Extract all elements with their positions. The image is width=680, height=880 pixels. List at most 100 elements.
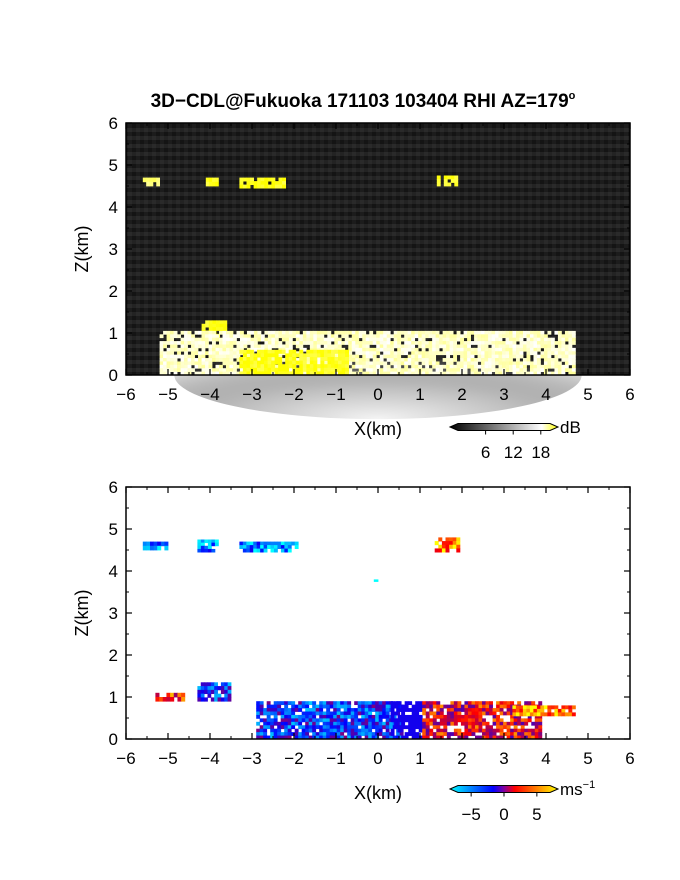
data-pixel bbox=[396, 704, 401, 709]
data-pixel bbox=[531, 728, 536, 733]
data-pixel bbox=[543, 361, 548, 366]
data-pixel bbox=[467, 711, 472, 716]
data-pixel bbox=[554, 705, 559, 710]
data-pixel bbox=[489, 725, 493, 730]
data-pixel bbox=[259, 725, 264, 730]
data-pixel bbox=[482, 732, 486, 736]
data-pixel bbox=[415, 721, 420, 726]
data-pixel bbox=[564, 368, 569, 373]
data-pixel bbox=[470, 358, 475, 362]
data-pixel bbox=[491, 364, 496, 369]
data-pixel bbox=[449, 347, 454, 352]
data-pixel bbox=[330, 344, 335, 349]
data-pixel bbox=[298, 735, 303, 740]
data-pixel bbox=[378, 725, 383, 730]
data-pixel bbox=[257, 344, 262, 349]
data-pixel bbox=[485, 732, 490, 736]
data-pixel bbox=[343, 735, 348, 740]
data-pixel bbox=[301, 704, 306, 709]
data-pixel bbox=[225, 368, 230, 373]
data-pixel bbox=[334, 330, 339, 335]
data-pixel bbox=[236, 371, 241, 376]
data-pixel bbox=[351, 371, 356, 376]
data-pixel bbox=[397, 330, 402, 335]
data-pixel bbox=[550, 347, 555, 352]
data-pixel bbox=[503, 704, 508, 709]
data-pixel bbox=[392, 735, 397, 740]
data-pixel bbox=[407, 354, 412, 359]
data-pixel bbox=[498, 330, 503, 335]
data-pixel bbox=[191, 344, 195, 349]
data-pixel bbox=[281, 344, 286, 349]
data-pixel bbox=[540, 364, 545, 369]
data-pixel bbox=[390, 341, 395, 345]
data-pixel bbox=[205, 358, 209, 362]
data-pixel bbox=[484, 334, 489, 339]
data-pixel bbox=[568, 371, 573, 376]
data-pixel bbox=[376, 361, 381, 366]
data-pixel bbox=[212, 330, 216, 335]
data-pixel bbox=[333, 728, 338, 733]
data-pixel bbox=[246, 357, 251, 361]
data-pixel bbox=[316, 361, 321, 366]
data-pixel bbox=[435, 330, 440, 335]
data-region bbox=[201, 320, 228, 338]
data-pixel bbox=[280, 735, 285, 740]
data-pixel bbox=[464, 732, 469, 736]
data-pixel bbox=[379, 368, 384, 373]
data-pixel bbox=[170, 351, 174, 356]
data-pixel bbox=[513, 714, 518, 719]
data-pixel bbox=[242, 371, 247, 376]
data-pixel bbox=[187, 330, 192, 335]
data-pixel bbox=[287, 725, 292, 730]
x-tick-label: 3 bbox=[499, 385, 508, 404]
data-pixel bbox=[383, 341, 388, 345]
data-pixel bbox=[533, 344, 538, 349]
data-pixel bbox=[547, 708, 552, 713]
data-pixel bbox=[207, 548, 212, 553]
data-pixel bbox=[543, 351, 548, 356]
data-pixel bbox=[364, 708, 369, 712]
data-pixel bbox=[322, 711, 327, 716]
data-pixel bbox=[425, 351, 430, 356]
data-pixel bbox=[285, 367, 290, 372]
data-pixel bbox=[232, 334, 237, 339]
data-pixel bbox=[280, 732, 285, 736]
data-pixel bbox=[467, 721, 472, 726]
data-pixel bbox=[513, 732, 518, 736]
data-pixel bbox=[197, 693, 202, 698]
data-pixel bbox=[159, 358, 164, 362]
data-pixel bbox=[191, 354, 195, 359]
data-pixel bbox=[498, 361, 503, 366]
data-pixel bbox=[316, 368, 321, 373]
y-axis-label: Z(km) bbox=[72, 590, 92, 637]
data-pixel bbox=[312, 718, 317, 723]
data-pixel bbox=[284, 711, 289, 716]
data-pixel bbox=[142, 541, 147, 547]
data-pixel bbox=[280, 725, 285, 730]
data-pixel bbox=[200, 542, 205, 547]
data-pixel bbox=[378, 714, 383, 719]
data-pixel bbox=[397, 714, 402, 719]
data-pixel bbox=[564, 334, 569, 339]
data-pixel bbox=[334, 349, 339, 354]
data-pixel bbox=[364, 718, 369, 723]
data-pixel bbox=[463, 344, 468, 349]
data-pixel bbox=[411, 364, 416, 369]
data-pixel bbox=[315, 732, 320, 736]
data-region bbox=[205, 177, 219, 187]
data-pixel bbox=[509, 347, 513, 352]
data-pixel bbox=[315, 704, 320, 709]
data-pixel bbox=[489, 708, 493, 712]
data-pixel bbox=[187, 341, 192, 345]
data-pixel bbox=[319, 725, 324, 730]
data-pixel bbox=[446, 347, 451, 352]
data-pixel bbox=[341, 360, 346, 365]
data-pixel bbox=[393, 368, 398, 373]
data-pixel bbox=[481, 351, 485, 356]
data-pixel bbox=[316, 341, 321, 345]
data-pixel bbox=[313, 364, 318, 369]
data-pixel bbox=[491, 351, 496, 356]
data-pixel bbox=[529, 334, 534, 339]
data-pixel bbox=[350, 711, 355, 716]
